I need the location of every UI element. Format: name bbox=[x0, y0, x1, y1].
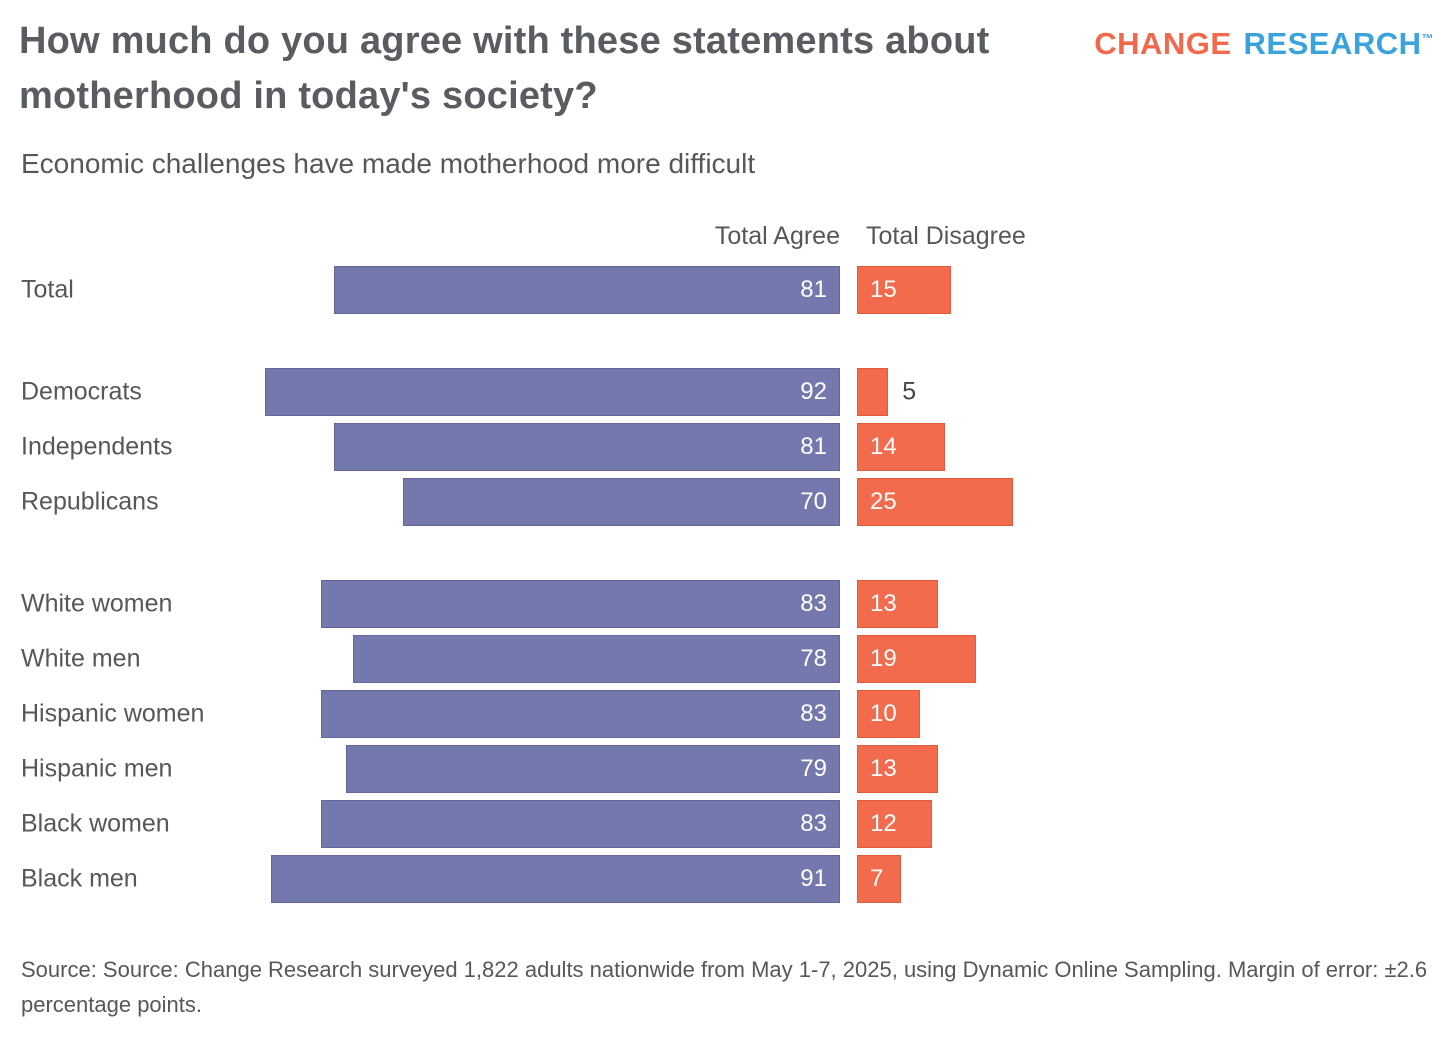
disagree-value: 5 bbox=[902, 377, 917, 406]
source-note: Source: Source: Change Research surveyed… bbox=[21, 957, 1428, 1017]
agree-bar: 70 bbox=[402, 478, 840, 526]
chart-row: Black men 91 7 bbox=[0, 855, 1456, 903]
disagree-bar: 13 bbox=[857, 580, 939, 628]
disagree-bar: 14 bbox=[857, 423, 945, 471]
chart-row-group: Total 81 15 bbox=[0, 266, 1456, 314]
column-header-agree: Total Agree bbox=[714, 222, 840, 250]
agree-bar: 79 bbox=[346, 745, 840, 793]
row-label: Independents bbox=[21, 432, 173, 461]
chart-row: Black women 83 12 bbox=[0, 800, 1456, 848]
disagree-value: 14 bbox=[870, 433, 897, 460]
chart-row-group: White women 83 13 White men 78 19 Hispanic wom… bbox=[0, 580, 1456, 903]
agree-bar: 83 bbox=[321, 690, 840, 738]
chart-row-group: Democrats 92 5 Independents 81 14 Republicans 7… bbox=[0, 368, 1456, 526]
disagree-value: 25 bbox=[870, 488, 897, 515]
chart: Total 81 15 Democrats 92 5 Independents 81 14 Rep… bbox=[0, 266, 1456, 910]
page-title: How much do you agree with these stateme… bbox=[19, 20, 990, 117]
row-label: White women bbox=[21, 589, 173, 618]
disagree-value: 13 bbox=[870, 755, 897, 782]
agree-bar: 81 bbox=[333, 266, 840, 314]
brand-logo: CHANGE RESEARCH™ bbox=[1094, 26, 1434, 62]
disagree-value: 19 bbox=[870, 645, 897, 672]
disagree-bar: 19 bbox=[857, 635, 976, 683]
agree-value: 92 bbox=[800, 378, 827, 405]
agree-value: 83 bbox=[800, 590, 827, 617]
logo-change: CHANGE bbox=[1094, 26, 1232, 61]
logo-research: RESEARCH bbox=[1243, 26, 1422, 61]
row-label: Black women bbox=[21, 809, 170, 838]
disagree-value: 10 bbox=[870, 700, 897, 727]
disagree-bar: 25 bbox=[857, 478, 1014, 526]
chart-row: Hispanic women 83 10 bbox=[0, 690, 1456, 738]
disagree-bar bbox=[857, 368, 889, 416]
chart-row: Hispanic men 79 13 bbox=[0, 745, 1456, 793]
agree-value: 81 bbox=[800, 276, 827, 303]
page-subtitle: Economic challenges have made motherhood… bbox=[21, 148, 756, 179]
row-label: Hispanic men bbox=[21, 754, 173, 783]
chart-row: Total 81 15 bbox=[0, 266, 1456, 314]
row-label: Black men bbox=[21, 864, 138, 893]
agree-value: 79 bbox=[800, 755, 827, 782]
row-label: Hispanic women bbox=[21, 699, 205, 728]
chart-row: Democrats 92 5 bbox=[0, 368, 1456, 416]
agree-bar: 78 bbox=[352, 635, 840, 683]
row-label: Total bbox=[21, 275, 74, 304]
agree-value: 91 bbox=[800, 865, 827, 892]
column-headers: Total Agree Total Disagree bbox=[0, 222, 1456, 254]
disagree-bar: 15 bbox=[857, 266, 951, 314]
agree-bar: 81 bbox=[333, 423, 840, 471]
column-header-disagree: Total Disagree bbox=[866, 222, 1026, 250]
chart-row: Independents 81 14 bbox=[0, 423, 1456, 471]
chart-row: White men 78 19 bbox=[0, 635, 1456, 683]
agree-bar: 83 bbox=[321, 800, 840, 848]
agree-value: 83 bbox=[800, 700, 827, 727]
chart-row: Republicans 70 25 bbox=[0, 478, 1456, 526]
disagree-bar: 7 bbox=[857, 855, 901, 903]
disagree-bar: 12 bbox=[857, 800, 932, 848]
chart-row: White women 83 13 bbox=[0, 580, 1456, 628]
agree-value: 78 bbox=[800, 645, 827, 672]
row-label: Republicans bbox=[21, 487, 159, 516]
disagree-value: 7 bbox=[870, 865, 884, 892]
row-label: Democrats bbox=[21, 377, 142, 406]
disagree-bar: 10 bbox=[857, 690, 920, 738]
agree-bar: 92 bbox=[265, 368, 840, 416]
logo-trademark: ™ bbox=[1421, 31, 1434, 46]
row-label: White men bbox=[21, 644, 141, 673]
disagree-bar: 13 bbox=[857, 745, 939, 793]
agree-value: 83 bbox=[800, 810, 827, 837]
agree-value: 70 bbox=[800, 488, 827, 515]
agree-bar: 91 bbox=[271, 855, 840, 903]
disagree-value: 12 bbox=[870, 810, 897, 837]
disagree-value: 13 bbox=[870, 590, 897, 617]
disagree-value: 15 bbox=[870, 276, 897, 303]
agree-value: 81 bbox=[800, 433, 827, 460]
agree-bar: 83 bbox=[321, 580, 840, 628]
